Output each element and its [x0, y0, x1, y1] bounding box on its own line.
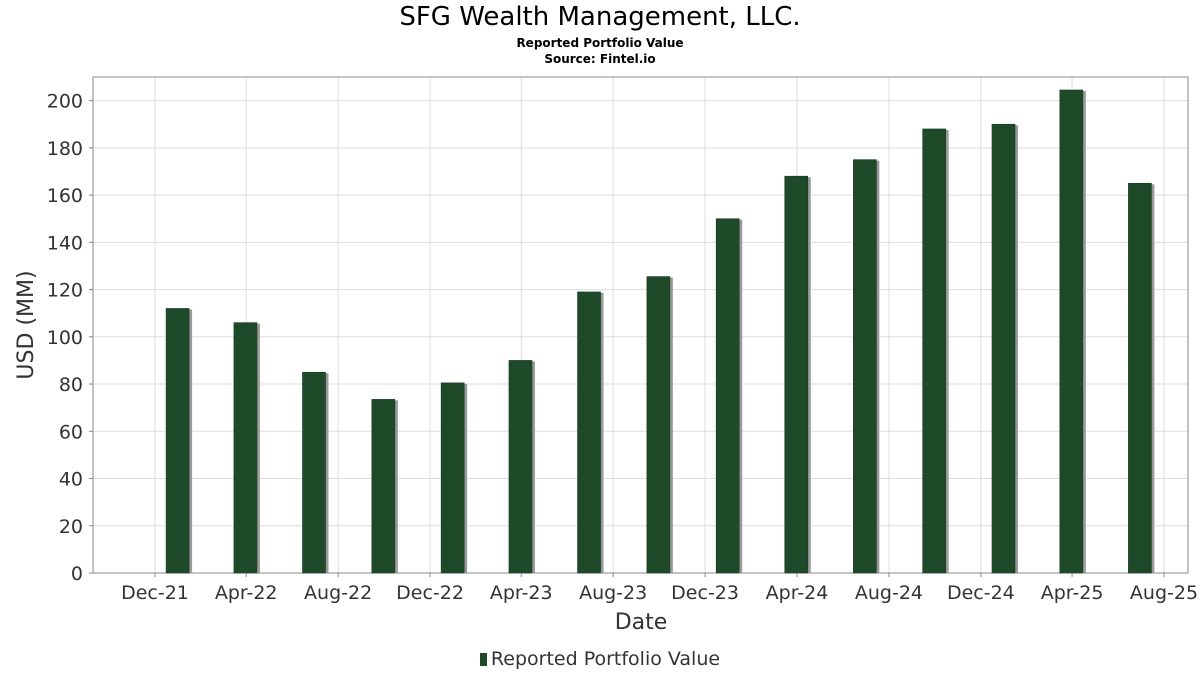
x-axis-ticks: Dec-21 Apr-22 Aug-22 Dec-22 Apr-23 Aug-23 Dec-…: [121, 573, 1198, 604]
y-tick-label: 120: [47, 280, 83, 302]
y-tick-label: 0: [71, 563, 83, 585]
chart-source: Source: Fintel.io: [544, 52, 656, 66]
y-tick-label: 200: [47, 91, 83, 113]
bar: [440, 382, 465, 574]
legend-swatch: [479, 653, 487, 666]
x-tick-label: Apr-24: [766, 582, 829, 604]
y-tick-label: 80: [59, 374, 83, 396]
x-tick-label: Apr-23: [490, 582, 553, 604]
portfolio-value-chart: 0 20 40 60 80 100 120 140 160 180 200 Dec-21 Apr-22…: [14, 76, 1198, 635]
bar: [922, 128, 946, 574]
x-tick-label: Aug-23: [579, 582, 647, 604]
y-tick-label: 20: [59, 516, 83, 538]
x-tick-label: Apr-22: [215, 582, 278, 604]
legend: Reported Portfolio Value: [0, 648, 1200, 670]
legend-label: Reported Portfolio Value: [490, 648, 721, 670]
x-axis-label: Date: [615, 610, 668, 635]
x-tick-label: Aug-22: [304, 582, 372, 604]
y-axis-label: USD (MM): [14, 270, 39, 379]
bar: [577, 291, 601, 574]
bar: [715, 218, 740, 574]
bar: [233, 322, 258, 574]
y-axis-ticks: 0 20 40 60 80 100 120 140 160 180 200: [47, 91, 93, 585]
x-tick-label: Dec-23: [671, 582, 739, 604]
y-tick-label: 40: [59, 469, 83, 491]
y-tick-label: 180: [47, 138, 83, 160]
bar: [853, 159, 877, 574]
bar: [508, 360, 533, 574]
x-tick-label: Aug-24: [855, 582, 923, 604]
bar: [646, 276, 671, 574]
bar: [991, 123, 1016, 574]
chart-subtitle: Reported Portfolio Value: [516, 36, 684, 50]
chart-title: SFG Wealth Management, LLC.: [399, 2, 801, 32]
x-tick-label: Aug-25: [1130, 582, 1198, 604]
bars: [165, 89, 1155, 574]
y-tick-label: 100: [47, 327, 83, 349]
x-tick-label: Apr-25: [1041, 582, 1104, 604]
bar: [302, 371, 326, 574]
x-tick-label: Dec-24: [947, 582, 1015, 604]
y-tick-label: 160: [47, 185, 83, 207]
bar: [165, 308, 190, 574]
y-tick-label: 60: [59, 421, 83, 443]
y-tick-label: 140: [47, 232, 83, 254]
x-tick-label: Dec-22: [396, 582, 464, 604]
bar: [1128, 182, 1152, 574]
plot-area: [92, 76, 1189, 574]
x-tick-label: Dec-21: [121, 582, 189, 604]
bar: [371, 399, 396, 574]
bar: [1059, 89, 1084, 574]
bar: [784, 175, 809, 574]
